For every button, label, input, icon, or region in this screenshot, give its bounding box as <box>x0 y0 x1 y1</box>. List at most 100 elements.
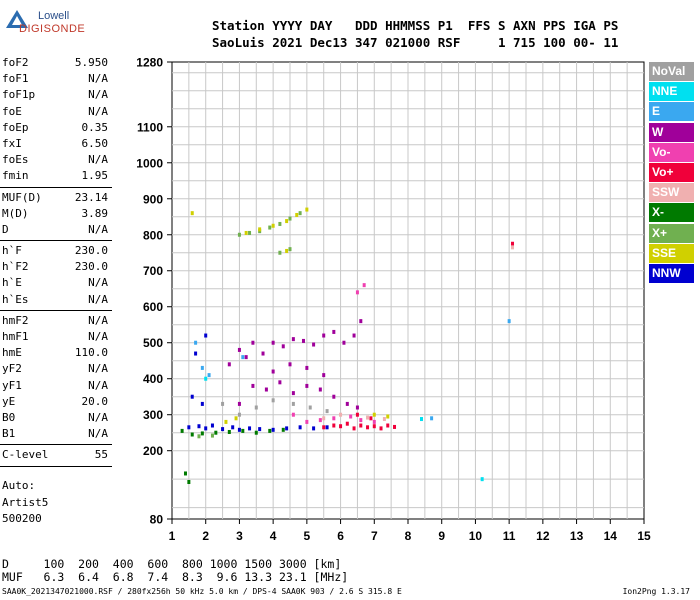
legend-item: SSW <box>649 183 694 203</box>
digisonde-logo: Lowell DIGISONDE <box>6 4 85 40</box>
x-tick-label: 3 <box>236 529 243 543</box>
data-point <box>355 290 359 295</box>
param-value: N/A <box>88 378 108 392</box>
param-value: 6.50 <box>81 136 109 150</box>
data-point <box>298 425 302 430</box>
data-point <box>386 414 390 419</box>
data-point <box>322 373 326 378</box>
param-row: foEp 0.35 <box>0 120 112 136</box>
param-label: B0 <box>2 410 16 424</box>
logo-mark-icon <box>6 10 28 28</box>
legend-item: Vo- <box>649 142 694 162</box>
param-value: N/A <box>88 410 108 424</box>
data-point <box>254 405 258 410</box>
data-point <box>511 241 515 246</box>
data-point <box>339 412 343 417</box>
data-point <box>187 480 191 485</box>
data-point <box>234 416 238 421</box>
data-point <box>298 211 302 216</box>
data-point <box>271 223 275 228</box>
data-point <box>221 427 225 432</box>
param-label: hmF2 <box>2 313 29 327</box>
data-point <box>379 426 383 431</box>
data-point <box>430 416 434 421</box>
data-point <box>332 394 336 399</box>
data-point <box>295 212 299 217</box>
legend-item: W <box>649 122 694 142</box>
param-value: 3.89 <box>81 206 109 220</box>
param-row: C-level 55 <box>0 447 112 463</box>
x-tick-label: 6 <box>337 529 344 543</box>
y-tick-label: 900 <box>143 192 163 206</box>
data-point <box>227 362 231 367</box>
data-point <box>214 430 218 435</box>
data-point <box>355 412 359 417</box>
header-values: SaoLuis 2021 Dec13 347 021000 RSF 1 715 … <box>212 35 619 50</box>
param-label: fxI <box>2 136 22 150</box>
data-point <box>248 230 252 235</box>
parameter-group-profile: hmF2 N/A hmF1 N/A hmE 110.0 yF2 N/A yF1 N/A yE 20.0… <box>0 313 112 443</box>
data-point <box>352 426 356 431</box>
data-point <box>318 418 322 423</box>
param-value: 1.95 <box>81 169 109 183</box>
data-point <box>511 245 515 250</box>
param-row: h`F 230.0 <box>0 243 112 259</box>
param-row: D N/A <box>0 222 112 238</box>
data-point <box>291 391 295 396</box>
param-label: foF1 <box>2 72 29 86</box>
legend-item: NNE <box>649 82 694 102</box>
data-point <box>237 232 241 237</box>
data-point <box>332 416 336 421</box>
divider <box>0 240 112 242</box>
param-value: 20.0 <box>81 394 109 408</box>
x-tick-label: 8 <box>405 529 412 543</box>
y-tick-label: 1280 <box>136 56 163 70</box>
param-row: fmin 1.95 <box>0 168 112 184</box>
data-point <box>204 426 208 431</box>
data-point <box>241 355 245 360</box>
data-point <box>207 373 211 378</box>
footer-muf-row: MUF 6.3 6.4 6.8 7.4 8.3 9.6 13.3 23.1 [M… <box>2 570 349 584</box>
param-value: N/A <box>88 362 108 376</box>
param-label: h`E <box>2 276 22 290</box>
legend-item: NNW <box>649 263 694 283</box>
data-point <box>342 340 346 345</box>
data-point <box>231 425 235 430</box>
data-point <box>237 347 241 352</box>
data-point <box>224 419 228 424</box>
x-tick-label: 4 <box>270 529 277 543</box>
data-point <box>305 207 309 212</box>
param-row: h`Es N/A <box>0 292 112 308</box>
parameter-group-virtual-heights: h`F 230.0 h`F2 230.0 h`E N/A h`Es N/A <box>0 243 112 308</box>
data-point <box>285 426 289 431</box>
data-point <box>227 429 231 434</box>
data-point <box>288 362 292 367</box>
data-point <box>268 225 272 230</box>
data-point <box>507 319 511 324</box>
x-tick-label: 12 <box>536 529 550 543</box>
data-point <box>180 428 184 433</box>
legend: NoVal NNE E W Vo- Vo+ SSW X- X+ SSE NNW <box>649 62 694 284</box>
auto-software: Artist5 <box>2 495 49 509</box>
auto-version: 500200 <box>2 512 42 525</box>
data-point <box>345 421 349 426</box>
data-point <box>204 333 208 338</box>
param-row: yF1 N/A <box>0 378 112 394</box>
data-point <box>258 227 262 232</box>
parameter-group-confidence: C-level 55 <box>0 447 112 463</box>
legend-item: X- <box>649 203 694 223</box>
param-label: foEs <box>2 153 29 167</box>
data-point <box>271 369 275 374</box>
x-tick-label: 13 <box>570 529 584 543</box>
data-point <box>264 387 268 392</box>
data-point <box>251 340 255 345</box>
x-tick-label: 10 <box>469 529 483 543</box>
param-label: fmin <box>2 169 29 183</box>
data-point <box>291 412 295 417</box>
x-tick-label: 9 <box>438 529 445 543</box>
param-label: yE <box>2 394 16 408</box>
param-row: foF1 N/A <box>0 71 112 87</box>
data-point <box>200 431 204 436</box>
y-tick-label: 1000 <box>136 156 163 170</box>
param-row: yF2 N/A <box>0 361 112 377</box>
